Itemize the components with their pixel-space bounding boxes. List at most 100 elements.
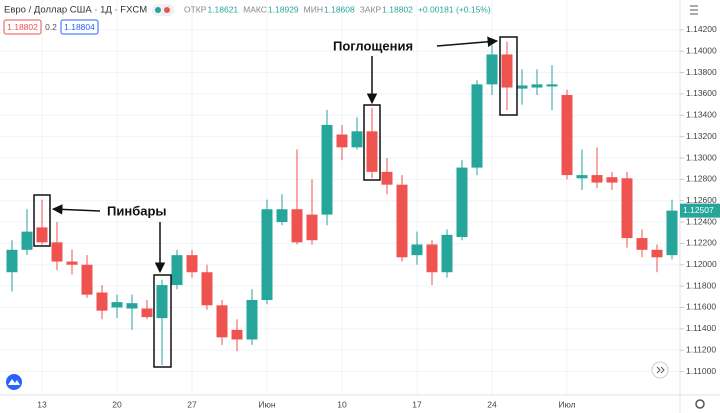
candle-body [576,175,588,179]
y-tick-label: 1.14000 [686,45,717,55]
price-axis: 1.11000 1.11200 1.11400 1.11600 1.11800 1.120… [680,24,720,376]
candle-body [486,54,498,85]
candle-body [366,131,378,172]
y-tick-label: 1.12200 [686,238,717,248]
y-tick-label: 1.13600 [686,88,717,98]
candle-body [186,255,198,273]
y-tick-label: 1.11600 [686,302,716,312]
buy-button[interactable] [60,19,99,35]
candle-body [126,303,138,309]
candle-body [321,124,333,215]
x-tick-label: Июл [558,399,575,409]
annotation-shapes [33,36,518,368]
time-axis: 13 20 27 Июн 10 17 24 Июл [37,399,575,409]
settings-button[interactable] [695,399,705,409]
candle-body [51,242,63,262]
candle-body [306,214,318,241]
y-tick-label: 1.12000 [686,259,717,269]
visibility-toggle[interactable] [152,4,174,16]
logo-icon [8,379,20,385]
candle-body [6,249,18,273]
candle-body [381,171,393,185]
x-tick-label: 27 [187,399,197,409]
candle-body [231,329,243,340]
candle-body [171,255,183,286]
status-dot [155,7,161,13]
ohlc-label: МАКС [243,4,267,14]
candle-body [66,261,78,265]
candle-body [411,244,423,256]
candle-body [21,231,33,250]
candle-body [156,285,168,319]
candle-body [636,238,648,250]
y-tick-label: 1.12600 [686,195,717,205]
candles [6,41,678,366]
ohlc-value: 1.18929 [268,4,299,14]
annotation: Пинбары [107,203,167,218]
y-tick-label: 1.12400 [686,216,717,226]
symbol: Евро / Доллар США · 1Д · FXCM [4,5,147,16]
y-tick-label: 1.11800 [686,280,716,290]
candle-body [396,184,408,258]
candle-body [531,84,543,88]
candle-body [441,234,453,273]
candle-body [426,244,438,273]
x-tick-label: 13 [37,399,47,409]
ohlc-label: ЗАКР [360,4,382,14]
candle-body [351,131,363,148]
candle-body [651,249,663,258]
candle-body [216,305,228,338]
x-tick-label: 20 [112,399,122,409]
scroll-icon [656,366,665,374]
candle-body [471,84,483,168]
sell-price: 1.18802 [7,22,38,32]
ohlc: ОТКР 1.18621 МАКС 1.18929 МИН 1.18608 ЗАКР 1.18… [184,4,491,14]
candle-body [96,292,108,311]
candle-body [561,95,573,176]
status-dot [164,7,170,13]
candle-body [621,178,633,239]
y-tick-label: 1.13200 [686,131,717,141]
x-tick-label: 10 [337,399,347,409]
ohlc-value: 1.18802 [382,4,413,14]
x-tick-label: Июн [258,399,275,409]
last-price-label: 1.12507 [683,205,714,215]
y-tick-label: 1.11200 [686,344,716,354]
candle-body [81,264,93,295]
candle-body [261,209,273,300]
candle-body [36,227,48,243]
x-tick-label: 24 [487,399,497,409]
y-tick-label: 1.13800 [686,67,717,77]
candle-body [201,272,213,306]
candle-body [246,299,258,340]
candle-body [666,210,678,256]
candle-body [291,209,303,243]
y-tick-label: 1.11000 [686,366,716,376]
candle-body [141,308,153,318]
candle-body [546,84,558,87]
y-tick-label: 1.12800 [686,174,717,184]
y-tick-label: 1.11400 [686,323,716,333]
menu-icon[interactable] [690,5,698,15]
change: +0.00181 (+0.15%) [418,4,491,14]
ohlc-value: 1.18608 [324,4,355,14]
candle-body [606,177,618,183]
y-tick-label: 1.14200 [686,24,717,34]
sell-button[interactable] [3,19,42,35]
ohlc-label: МИН [304,4,323,14]
last-price-box [680,203,720,218]
grid [0,0,680,395]
annotation: Поглощения [333,38,413,53]
x-tick-label: 17 [412,399,422,409]
candle-body [501,54,513,88]
buy-price: 1.18804 [64,22,95,32]
ohlc-label: ОТКР [184,4,207,14]
candle-body [276,209,288,223]
candle-body [456,167,468,237]
spread: 0.2 [45,22,57,32]
candle-body [591,175,603,183]
candle-body [111,302,123,308]
candle-body [516,85,528,89]
ohlc-value: 1.18621 [207,4,238,14]
